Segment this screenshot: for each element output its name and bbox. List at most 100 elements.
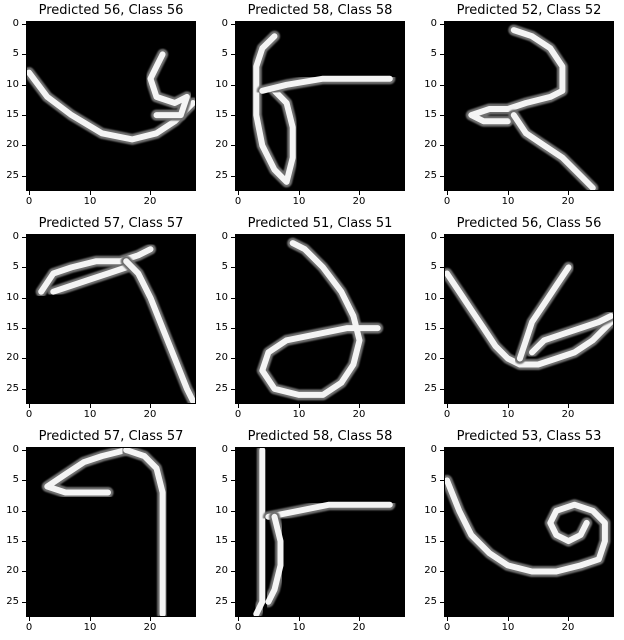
x-tick-label: 20 <box>352 622 366 633</box>
y-tick-label: 10 <box>6 505 19 516</box>
x-tick <box>447 191 448 195</box>
x-tick-label: 20 <box>352 196 366 207</box>
y-tick-label: 25 <box>215 596 228 607</box>
y-tick <box>22 237 26 238</box>
x-tick <box>568 617 569 621</box>
y-tick <box>231 541 235 542</box>
digit-image-canvas <box>256 237 384 401</box>
y-tick-label: 20 <box>215 139 228 150</box>
y-tick-label: 10 <box>215 292 228 303</box>
y-tick-label: 15 <box>215 535 228 546</box>
y-tick <box>22 176 26 177</box>
y-tick <box>22 480 26 481</box>
stroke-core <box>253 447 266 617</box>
digit-image <box>444 234 614 404</box>
x-tick <box>568 191 569 195</box>
y-tick <box>231 176 235 177</box>
panel-title: Predicted 57, Class 57 <box>38 429 184 444</box>
y-tick <box>440 145 444 146</box>
stroke-core <box>123 447 166 617</box>
y-tick-label: 15 <box>6 109 19 120</box>
y-tick <box>440 571 444 572</box>
panel-title: Predicted 58, Class 58 <box>247 3 393 18</box>
y-tick-label: 5 <box>221 261 228 272</box>
y-tick-label: 25 <box>424 383 437 394</box>
y-tick-label: 15 <box>6 535 19 546</box>
digit-image-canvas <box>26 48 196 145</box>
x-tick <box>299 404 300 408</box>
stroke-core <box>444 270 614 368</box>
y-tick-label: 5 <box>221 48 228 59</box>
x-tick-label: 0 <box>234 409 242 420</box>
stroke-halo <box>444 474 611 577</box>
y-tick-label: 15 <box>424 109 437 120</box>
x-tick-label: 0 <box>25 196 33 207</box>
panel-title: Predicted 58, Class 58 <box>247 429 393 444</box>
x-tick-label: 20 <box>143 409 157 420</box>
stroke-halo <box>41 447 132 498</box>
digit-image <box>235 447 405 617</box>
x-tick-label: 0 <box>234 622 242 633</box>
y-tick <box>22 450 26 451</box>
stroke-core <box>259 240 381 398</box>
x-tick-label: 20 <box>561 409 575 420</box>
stroke-core <box>516 264 572 362</box>
x-tick-label: 10 <box>501 622 515 633</box>
y-tick-label: 0 <box>221 231 228 242</box>
digit-image-canvas <box>250 447 396 617</box>
x-tick <box>150 617 151 621</box>
x-tick <box>90 404 91 408</box>
panel-title: Predicted 57, Class 57 <box>38 216 184 231</box>
y-tick-label: 20 <box>6 352 19 363</box>
panel-title: Predicted 53, Class 53 <box>456 429 602 444</box>
y-tick <box>440 328 444 329</box>
stroke-core <box>253 33 296 185</box>
y-tick <box>440 115 444 116</box>
y-tick <box>231 298 235 299</box>
y-tick-label: 10 <box>215 79 228 90</box>
x-tick <box>359 191 360 195</box>
x-tick-label: 0 <box>443 196 451 207</box>
y-tick-label: 15 <box>424 535 437 546</box>
digit-image-canvas <box>35 243 196 404</box>
y-tick <box>440 176 444 177</box>
y-tick-label: 20 <box>424 352 437 363</box>
digit-image <box>235 234 405 404</box>
y-tick-label: 5 <box>430 474 437 485</box>
y-tick <box>22 571 26 572</box>
y-tick <box>440 298 444 299</box>
y-tick-label: 20 <box>215 352 228 363</box>
y-tick <box>22 145 26 146</box>
y-tick <box>440 389 444 390</box>
y-tick <box>440 24 444 25</box>
y-tick-label: 25 <box>6 383 19 394</box>
y-tick-label: 0 <box>12 444 19 455</box>
y-tick-label: 15 <box>424 322 437 333</box>
digit-image-canvas <box>465 24 599 191</box>
x-tick <box>359 617 360 621</box>
digit-image-canvas <box>41 447 169 617</box>
stroke-core <box>529 313 614 356</box>
x-tick-label: 0 <box>443 622 451 633</box>
y-tick <box>22 54 26 55</box>
x-tick-label: 10 <box>292 409 306 420</box>
stroke-core <box>44 447 130 496</box>
x-tick <box>238 191 239 195</box>
x-tick-label: 20 <box>561 622 575 633</box>
stroke-core <box>147 51 190 119</box>
stroke-core <box>468 27 566 125</box>
digit-image-canvas <box>250 30 396 188</box>
stroke-core <box>38 246 154 295</box>
y-tick-label: 20 <box>424 565 437 576</box>
stroke-core <box>444 477 608 575</box>
x-tick-label: 10 <box>83 196 97 207</box>
y-tick-label: 20 <box>424 139 437 150</box>
x-tick <box>29 617 30 621</box>
x-tick-label: 20 <box>143 196 157 207</box>
y-tick <box>231 237 235 238</box>
y-tick-label: 5 <box>430 261 437 272</box>
y-tick <box>22 328 26 329</box>
panel-title: Predicted 56, Class 56 <box>456 216 602 231</box>
x-tick <box>508 191 509 195</box>
y-tick <box>231 571 235 572</box>
